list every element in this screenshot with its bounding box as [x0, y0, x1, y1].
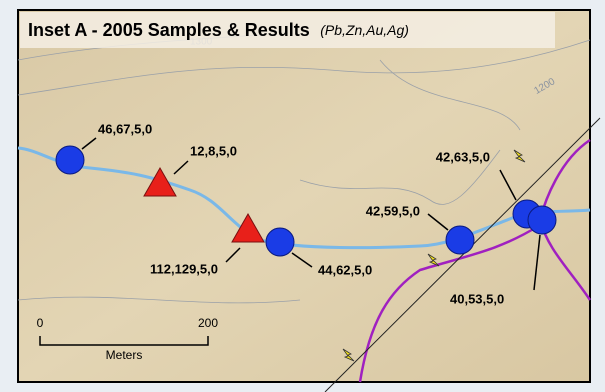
sample-circle	[528, 206, 556, 234]
sample-label: 42,59,5,0	[366, 203, 420, 218]
sample-label: 42,63,5,0	[436, 149, 490, 164]
sample-circle	[446, 226, 474, 254]
title-text: Inset A - 2005 Samples & Results	[28, 20, 310, 40]
sample-label: 112,129,5,0	[150, 261, 218, 276]
map: 1300 1200 Inset A - 2005 Samples & Resul…	[0, 0, 605, 392]
sample-circle	[266, 228, 294, 256]
sample-label: 40,53,5,0	[450, 291, 504, 306]
sample-label: 44,62,5,0	[318, 262, 372, 277]
map-frame	[18, 10, 590, 382]
sample-label: 12,8,5,0	[190, 143, 237, 158]
scale-unit: Meters	[106, 348, 143, 362]
scale-tick-label: 0	[37, 316, 44, 330]
subtitle: (Pb,Zn,Au,Ag)	[320, 22, 409, 38]
sample-circle	[56, 146, 84, 174]
scale-tick-label: 200	[198, 316, 218, 330]
title: Inset A - 2005 Samples & Results (Pb,Zn,…	[28, 20, 409, 40]
sample-label: 46,67,5,0	[98, 121, 152, 136]
